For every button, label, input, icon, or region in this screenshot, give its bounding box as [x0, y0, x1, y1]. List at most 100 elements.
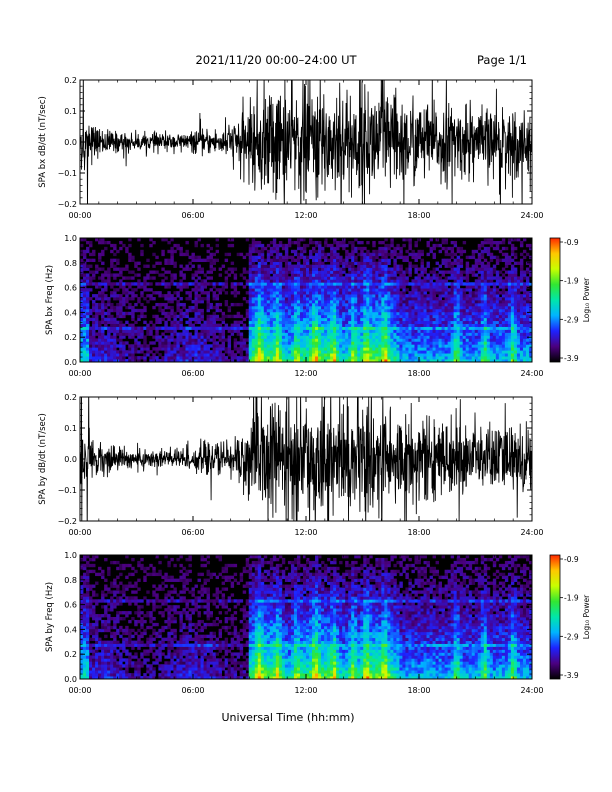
heatmap-cell [266, 288, 271, 292]
heatmap-cell [269, 240, 274, 245]
heatmap-cell [104, 273, 108, 277]
heatmap-cell [309, 249, 313, 254]
heatmap-cell [507, 288, 512, 292]
heatmap-cell [462, 344, 467, 348]
heatmap-cell [423, 320, 427, 325]
heatmap-cell [104, 297, 108, 301]
heatmap-cell [80, 353, 84, 357]
heatmap-cell [245, 300, 250, 304]
heatmap-cell [519, 311, 524, 316]
heatmap-cell [218, 267, 223, 271]
heatmap-cell [152, 305, 156, 310]
heatmap-cell [128, 302, 132, 307]
heatmap-cell [366, 353, 370, 357]
heatmap-cell [339, 323, 343, 327]
heatmap-cell [80, 294, 84, 298]
heatmap-cell [489, 311, 494, 316]
heatmap-cell [257, 294, 262, 298]
heatmap-cell [369, 344, 373, 348]
heatmap-cell [92, 350, 96, 354]
heatmap-cell [272, 243, 277, 248]
heatmap-cell [327, 344, 331, 348]
heatmap-cell [411, 285, 415, 289]
heatmap-cell [363, 332, 367, 336]
heatmap-cell [504, 341, 509, 345]
heatmap-cell [200, 317, 204, 322]
heatmap-cell [363, 338, 367, 342]
heatmap-cell [519, 270, 524, 274]
heatmap-cell [348, 252, 352, 257]
heatmap-cell [257, 314, 262, 319]
heatmap-cell [471, 285, 476, 289]
heatmap-cell [480, 261, 485, 265]
heatmap-cell [278, 359, 283, 362]
heatmap-cell [444, 297, 449, 301]
heatmap-cell [170, 344, 174, 348]
heatmap-cell [92, 314, 96, 319]
heatmap-cell [92, 344, 96, 348]
heatmap-cell [92, 329, 96, 333]
heatmap-cell [462, 332, 467, 336]
heatmap-cell [296, 285, 301, 289]
heatmap-cell [80, 258, 84, 263]
heatmap-cell [266, 332, 271, 336]
heatmap-cell [83, 297, 87, 301]
heatmap-cell [299, 323, 304, 327]
heatmap-cell [483, 329, 488, 333]
heatmap-cell [492, 305, 497, 310]
heatmap-cell [101, 344, 105, 348]
heatmap-cell [309, 238, 313, 242]
heatmap-cell [360, 332, 364, 336]
heatmap-cell [438, 353, 442, 357]
heatmap-cell [519, 288, 524, 292]
heatmap-cell [92, 320, 96, 325]
heatmap-cell [170, 276, 174, 280]
heatmap-cell [522, 273, 527, 277]
heatmap-cell [239, 350, 244, 354]
heatmap-cell [402, 279, 406, 283]
heatmap-cell [519, 243, 524, 248]
heatmap-cell [143, 359, 147, 362]
heatmap-cell [432, 353, 436, 357]
heatmap-cell [528, 246, 532, 251]
heatmap-cell [477, 302, 482, 307]
heatmap-cell [275, 273, 280, 277]
heatmap-cell [302, 273, 307, 277]
heatmap-cell [384, 341, 388, 345]
heatmap-cell [254, 249, 259, 254]
heatmap-cell [411, 326, 415, 330]
heatmap-cell [309, 311, 313, 316]
heatmap-cell [333, 341, 337, 345]
heatmap-cell [408, 317, 412, 322]
heatmap-cell [164, 341, 168, 345]
heatmap-cell [432, 335, 436, 339]
heatmap-cell [360, 246, 364, 251]
heatmap-cell [110, 356, 114, 360]
heatmap-cell [429, 320, 433, 325]
heatmap-cell [327, 323, 331, 327]
heatmap-cell [402, 320, 406, 325]
heatmap-cell [257, 311, 262, 316]
heatmap-cell [242, 356, 247, 360]
heatmap-cell [218, 338, 223, 342]
heatmap-cell [203, 341, 207, 345]
heatmap-cell [369, 356, 373, 360]
heatmap-cell [366, 314, 370, 319]
y-tick-label: 0.0 [64, 138, 77, 147]
heatmap-cell [188, 356, 192, 360]
heatmap-cell [333, 279, 337, 283]
heatmap-cell [360, 320, 364, 325]
heatmap-cell [507, 276, 512, 280]
heatmap-cell [101, 252, 105, 257]
heatmap-cell [113, 338, 117, 342]
heatmap-cell [453, 350, 458, 354]
heatmap-cell [408, 332, 412, 336]
heatmap-cell [80, 338, 84, 342]
heatmap-cell [161, 308, 165, 313]
heatmap-cell [342, 264, 346, 268]
heatmap-cell [471, 347, 476, 351]
heatmap-cell [272, 249, 277, 254]
heatmap-cell [381, 246, 385, 251]
heatmap-cell [393, 320, 397, 325]
heatmap-cell [284, 285, 289, 289]
